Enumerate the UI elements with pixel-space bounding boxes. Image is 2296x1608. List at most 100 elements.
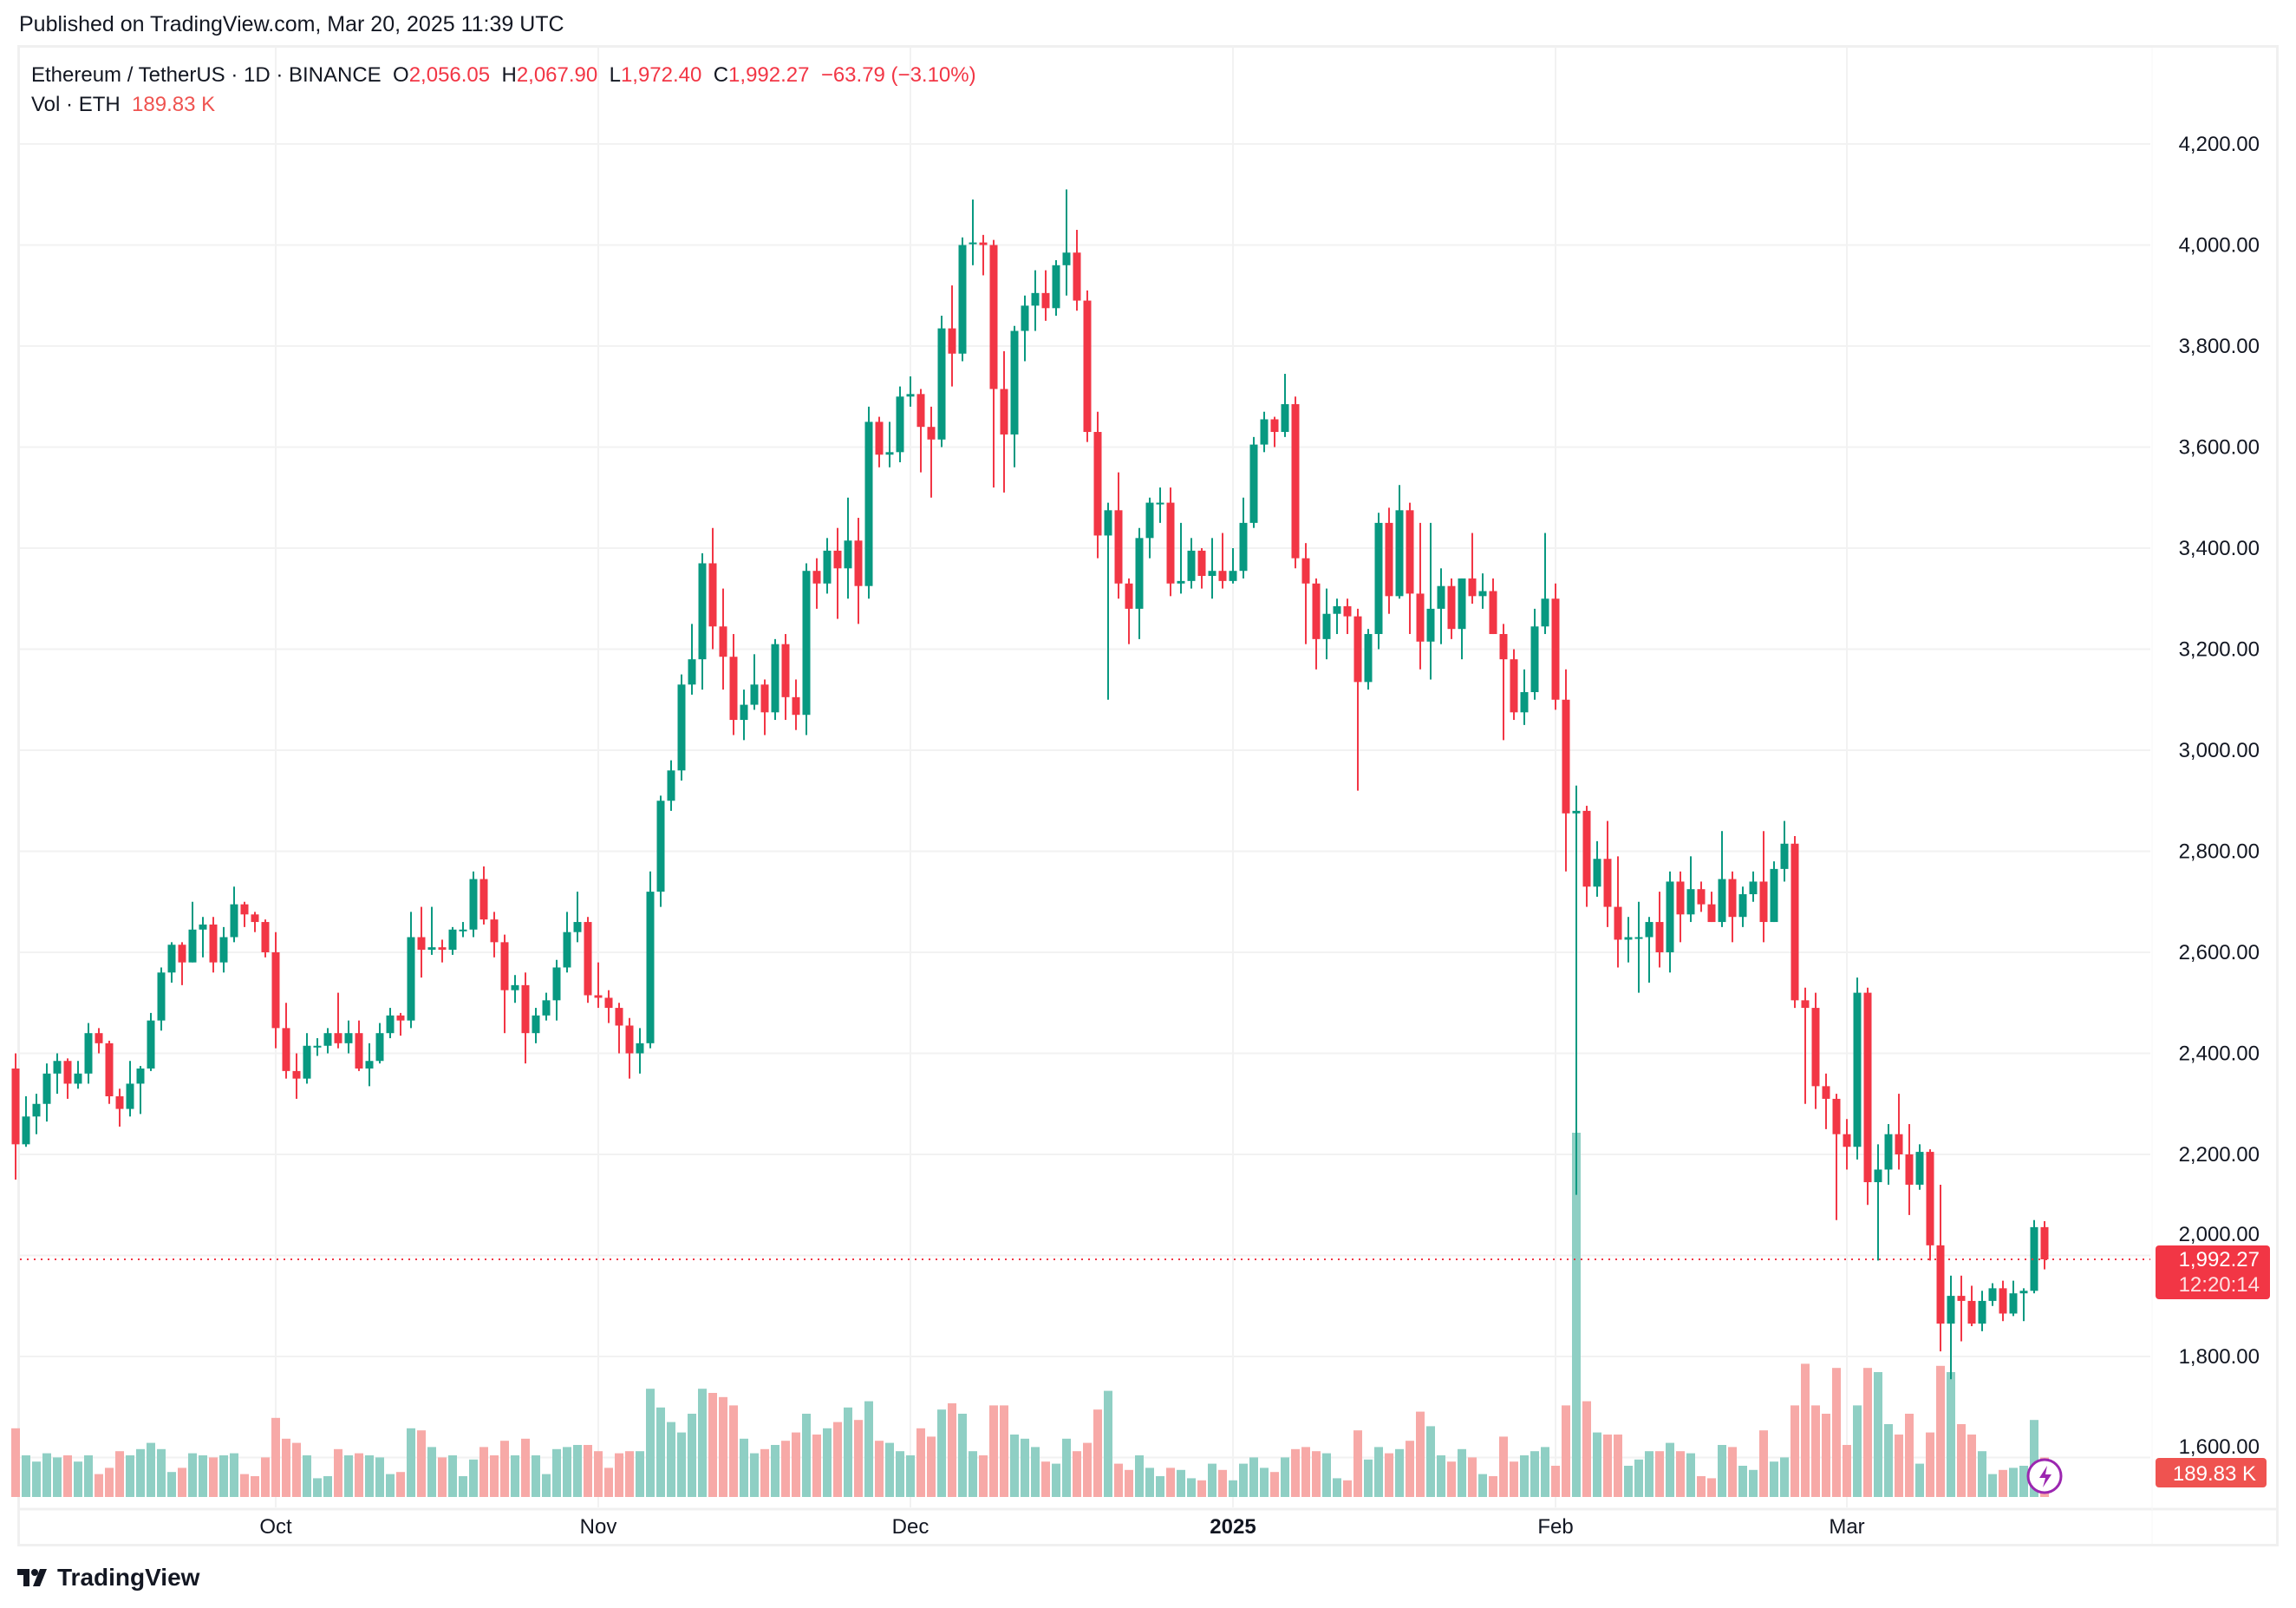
- candle-body: [1468, 578, 1477, 597]
- volume-bar: [677, 1432, 686, 1497]
- tradingview-logo[interactable]: TradingView: [17, 1564, 199, 1592]
- time-tick-label: Feb: [1537, 1515, 1573, 1539]
- time-tick-label: Oct: [259, 1515, 292, 1539]
- volume-bar: [1125, 1469, 1133, 1497]
- volume-bar: [646, 1389, 655, 1497]
- candle-body: [1093, 432, 1102, 536]
- volume-bar: [1749, 1469, 1758, 1497]
- volume-bar: [417, 1430, 426, 1497]
- candle-body: [479, 879, 488, 920]
- volume-bar: [1811, 1405, 1820, 1497]
- volume-bar: [1551, 1466, 1560, 1497]
- volume-bar: [1999, 1469, 2007, 1497]
- ohlc-legend: Ethereum / TetherUS · 1D · BINANCE O2,05…: [31, 61, 976, 90]
- candle-body: [1905, 1154, 1914, 1185]
- volume-bar: [303, 1455, 311, 1497]
- candle-body: [1614, 906, 1622, 940]
- time-tick-label: Mar: [1829, 1515, 1864, 1539]
- candle-body: [147, 1020, 155, 1069]
- volume-bar: [511, 1455, 519, 1497]
- candle-body: [760, 684, 769, 713]
- candle-body: [1000, 389, 1008, 435]
- candle-body: [1738, 894, 1747, 918]
- candle-body: [95, 1033, 103, 1043]
- volume-bar: [1614, 1435, 1622, 1497]
- candle-body: [438, 947, 447, 951]
- candle-body: [1135, 538, 1144, 609]
- candle-body: [667, 770, 675, 801]
- candle-body: [854, 540, 863, 586]
- volume-bar: [833, 1422, 842, 1497]
- volume-bar: [115, 1451, 124, 1497]
- volume-bar: [63, 1455, 72, 1497]
- volume-bar: [1624, 1466, 1633, 1497]
- candle-body: [1270, 419, 1279, 433]
- volume-bar: [1790, 1405, 1799, 1497]
- symbol-title[interactable]: Ethereum / TetherUS · 1D · BINANCE: [31, 63, 382, 87]
- volume-bar: [906, 1455, 915, 1497]
- candle-body: [1499, 634, 1508, 660]
- candle-body: [1530, 626, 1539, 693]
- candle-body: [459, 929, 467, 931]
- volume-bar: [1978, 1451, 1986, 1497]
- volume-bar: [1863, 1368, 1872, 1497]
- candle-body: [1593, 859, 1601, 887]
- candle-body: [1073, 252, 1081, 301]
- volume-bar: [1895, 1435, 1903, 1497]
- candle-body: [552, 967, 561, 1001]
- volume-bar: [1707, 1478, 1716, 1497]
- candle-body: [927, 427, 936, 440]
- price-tick-label: 3,800.00: [2179, 335, 2260, 358]
- volume-bar: [1291, 1448, 1300, 1497]
- candle-body: [771, 644, 779, 713]
- lightning-icon[interactable]: [2026, 1458, 2063, 1494]
- volume-bar: [1562, 1405, 1570, 1497]
- price-tick-label: 2,400.00: [2179, 1043, 2260, 1066]
- volume-bar: [1593, 1432, 1601, 1497]
- volume-bar: [812, 1435, 821, 1497]
- volume-bar: [1645, 1451, 1654, 1497]
- candle-body: [802, 571, 811, 716]
- candle-body: [542, 1000, 551, 1016]
- volume-bar: [1499, 1436, 1508, 1497]
- volume-bar: [469, 1459, 478, 1497]
- volume-bar: [823, 1428, 832, 1497]
- volume-bar: [1322, 1453, 1331, 1497]
- price-tag-value: 1,992.27: [2179, 1248, 2260, 1271]
- candle-body: [1645, 922, 1654, 938]
- volume-bar: [271, 1417, 280, 1497]
- volume-bar: [1957, 1424, 1966, 1497]
- volume-bar: [1239, 1463, 1248, 1497]
- volume-bar: [864, 1401, 873, 1497]
- volume-bar: [42, 1453, 51, 1497]
- candle-body: [323, 1033, 332, 1046]
- volume-bar: [1510, 1461, 1518, 1497]
- volume-bar: [95, 1474, 103, 1497]
- volume-bar: [1541, 1447, 1549, 1497]
- volume-label[interactable]: Vol · ETH: [31, 93, 121, 116]
- volume-bar: [979, 1455, 988, 1497]
- volume-bar: [230, 1453, 238, 1497]
- volume-bar: [188, 1453, 197, 1497]
- candle-body: [355, 1033, 363, 1069]
- published-caption: Published on TradingView.com, Mar 20, 20…: [19, 12, 564, 36]
- lightning-icon-glyph: [2039, 1466, 2051, 1487]
- volume-bar: [261, 1457, 270, 1497]
- volume-bar: [1114, 1463, 1123, 1497]
- volume-bar: [1582, 1401, 1591, 1497]
- candle-body: [1603, 859, 1612, 907]
- volume-bar: [1031, 1447, 1040, 1497]
- volume-bar: [1073, 1451, 1081, 1497]
- volume-bar: [1822, 1414, 1830, 1497]
- candle-body: [1562, 699, 1570, 814]
- volume-bar: [1229, 1480, 1237, 1497]
- candle-body: [11, 1068, 20, 1145]
- volume-bar: [1021, 1438, 1029, 1497]
- volume-bar: [2009, 1467, 2018, 1497]
- candle-body: [698, 563, 707, 660]
- candle-body: [74, 1073, 82, 1084]
- candle-body: [1874, 1169, 1882, 1183]
- candle-body: [115, 1096, 124, 1109]
- candle-body: [1062, 252, 1071, 265]
